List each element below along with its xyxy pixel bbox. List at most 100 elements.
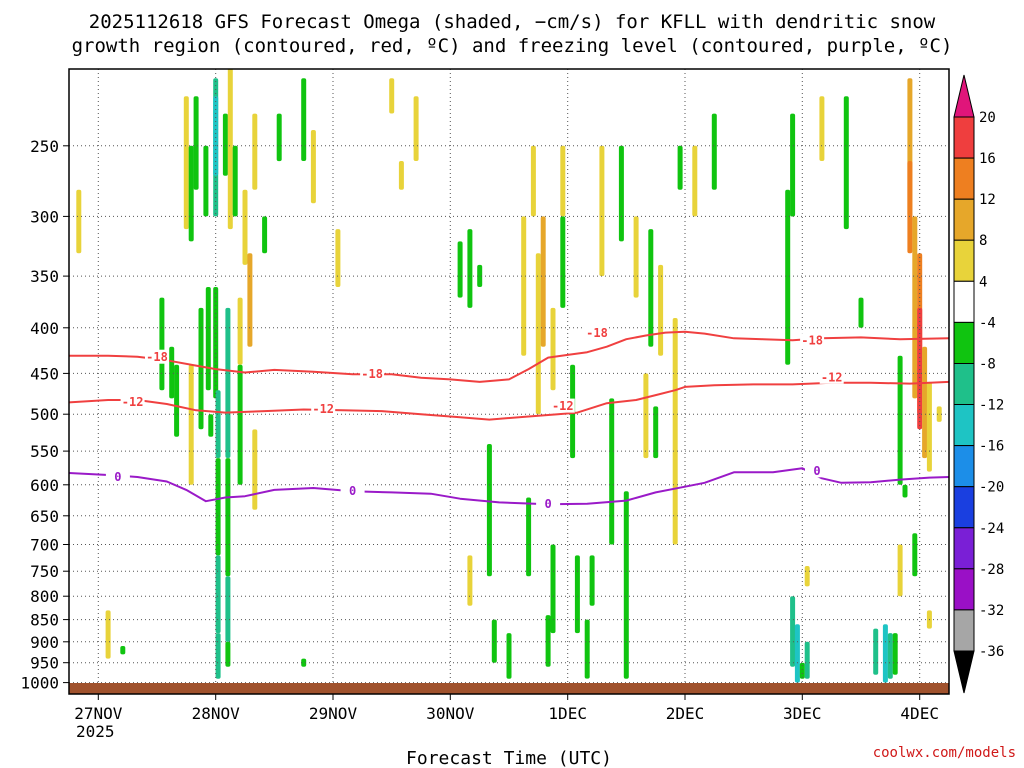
time-tick-label: 30NOV (426, 704, 475, 723)
omega-cell (535, 253, 541, 415)
colorbar-band (953, 404, 975, 447)
omega-cell (467, 555, 473, 606)
omega-cell (252, 429, 258, 510)
omega-cell (486, 444, 492, 577)
colorbar-tick-label: -32 (979, 603, 1004, 619)
colorbar-band (953, 568, 975, 611)
colorbar-band (953, 486, 975, 529)
omega-cell (897, 355, 903, 485)
omega-cell (902, 484, 908, 498)
contour-label-bg (360, 366, 385, 381)
pressure-tick-label: 600 (30, 476, 59, 495)
colorbar-band (953, 116, 975, 159)
pressure-tick-label: 700 (30, 536, 59, 555)
omega-cell (247, 253, 253, 347)
omega-cell (521, 216, 527, 356)
pressure-tick-label: 800 (30, 587, 59, 606)
pressure-tick-label: 350 (30, 267, 59, 286)
grid-layer (69, 69, 949, 694)
omega-cell (215, 555, 221, 634)
contour-line-minus12 (69, 380, 949, 421)
omega-cell (198, 307, 204, 430)
omega-cell (648, 229, 654, 347)
omega-cell (215, 458, 221, 556)
omega-cell (301, 78, 307, 161)
omega-cell (252, 113, 258, 190)
colorbar-band (953, 527, 975, 570)
contour-label: -12 (821, 370, 843, 384)
omega-cell (560, 216, 566, 308)
omega-cell (790, 596, 796, 667)
omega-cell (222, 113, 228, 176)
omega-cell (599, 145, 605, 277)
pressure-tick-label: 550 (30, 442, 59, 461)
pressure-tick-label: 250 (30, 137, 59, 156)
contour-label: -18 (146, 350, 168, 364)
omega-cell (907, 161, 913, 254)
contour-label-bg (311, 401, 336, 416)
omega-cell (790, 113, 796, 217)
pressure-tick-label: 850 (30, 611, 59, 630)
time-tick-label: 3DEC (783, 704, 822, 723)
contour-label: 0 (114, 470, 121, 484)
colorbar-tick-label: -12 (979, 398, 1004, 414)
omega-cell (227, 69, 233, 230)
colorbar-tick-label: -24 (979, 521, 1004, 537)
pressure-tick-label: 750 (30, 562, 59, 581)
credit-text: coolwx.com/models (873, 745, 1016, 761)
time-tick-label: 4DEC (900, 704, 939, 723)
omega-cell (658, 264, 664, 356)
omega-cell (120, 646, 126, 655)
contour-layer: -18 -18 -18 -18 -12 -12 -12 -12 0 0 0 0 (69, 325, 949, 511)
time-tick-sublabel: 2025 (76, 722, 115, 741)
contour-line-0 (69, 467, 949, 506)
contour-label-bg (145, 349, 169, 364)
pressure-tick-label: 950 (30, 654, 59, 673)
colorbar-bottom-arrow (953, 650, 975, 694)
omega-cell (917, 307, 923, 430)
omega-cell (574, 555, 580, 634)
pressure-tick-label: 400 (30, 319, 59, 338)
colorbar-tick-label: -8 (979, 357, 996, 373)
omega-cell (794, 624, 800, 683)
contour-label-bg (536, 496, 561, 511)
pressure-tick-label: 450 (30, 364, 59, 383)
omega-cell (205, 287, 211, 391)
omega-cell (203, 145, 209, 217)
omega-cell (159, 297, 165, 391)
contour-label-bg (340, 483, 365, 498)
omega-cell (389, 78, 395, 114)
colorbar-tick-label: 20 (979, 110, 996, 126)
colorbar-tick-label: 16 (979, 151, 996, 167)
omega-cell (174, 364, 180, 437)
omega-cell (310, 130, 316, 204)
omega-cell (643, 373, 649, 459)
contour-label: 0 (349, 484, 356, 498)
contour-line-minus18 (69, 330, 949, 383)
pressure-tick-label: 900 (30, 633, 59, 652)
omega-cell (873, 628, 879, 675)
omega-cell (609, 398, 615, 545)
contour-label: -12 (122, 395, 144, 409)
contour-label-bg (585, 325, 609, 340)
omega-cell (711, 113, 717, 190)
omega-cell (892, 633, 898, 675)
omega-cell (550, 544, 556, 634)
time-tick-label: 28NOV (192, 704, 241, 723)
omega-cell (262, 216, 268, 254)
contour-label-bg (819, 369, 844, 384)
omega-cell (242, 189, 248, 265)
colorbar-tick-label: -28 (979, 562, 1004, 578)
omega-cell (677, 145, 683, 190)
omega-cell (193, 96, 199, 190)
omega-cell (584, 619, 590, 679)
colorbar-band (953, 445, 975, 488)
omega-cell (692, 145, 698, 217)
colorbar-band (953, 609, 975, 652)
omega-cell (819, 96, 825, 161)
omega-cell (225, 307, 231, 458)
pressure-tick-label: 300 (30, 207, 59, 226)
omega-cell (623, 491, 629, 679)
